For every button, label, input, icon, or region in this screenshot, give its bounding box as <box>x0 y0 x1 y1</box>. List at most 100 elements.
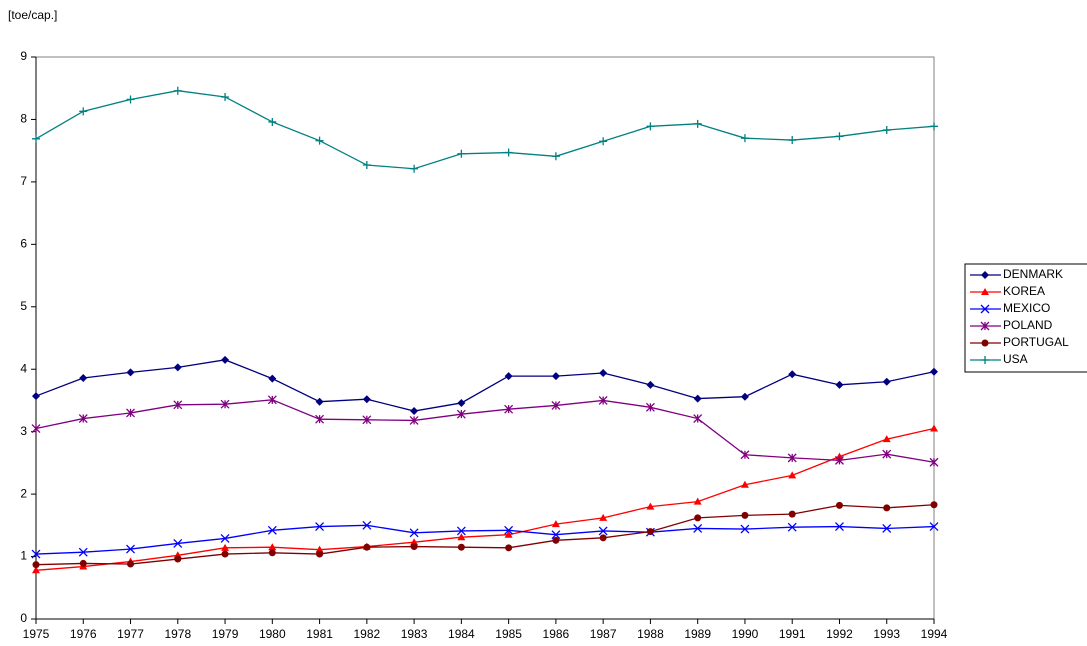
marker <box>740 480 749 488</box>
marker <box>930 367 938 376</box>
marker <box>362 395 371 404</box>
marker <box>173 86 182 95</box>
marker <box>693 119 702 128</box>
marker <box>315 397 324 406</box>
series-line <box>35 90 935 170</box>
marker <box>31 549 41 559</box>
marker <box>221 550 229 558</box>
marker <box>410 543 418 551</box>
marker <box>362 415 372 425</box>
y-axis-label: [toe/cap.] <box>8 8 57 22</box>
marker <box>31 424 41 434</box>
marker <box>694 514 702 522</box>
marker <box>645 402 655 412</box>
marker <box>598 526 608 536</box>
marker <box>693 394 702 403</box>
marker <box>981 288 989 295</box>
marker <box>362 161 371 170</box>
marker <box>173 400 183 410</box>
x-tick-label: 1994 <box>921 627 948 641</box>
marker <box>930 424 938 432</box>
marker <box>788 136 797 145</box>
x-tick-label: 1983 <box>401 627 428 641</box>
marker <box>693 497 702 505</box>
y-tick-label: 0 <box>20 611 27 625</box>
marker <box>456 409 466 419</box>
x-tick-label: 1990 <box>732 627 759 641</box>
marker <box>78 547 88 557</box>
marker <box>598 395 608 405</box>
marker <box>221 92 230 101</box>
marker <box>599 137 608 146</box>
marker <box>410 407 419 416</box>
x-tick-label: 1986 <box>543 627 570 641</box>
marker <box>788 510 796 518</box>
series-line <box>35 504 935 566</box>
series-line <box>35 427 935 571</box>
legend-box <box>964 263 1087 373</box>
marker <box>646 528 654 536</box>
marker <box>268 549 276 557</box>
plot-area <box>35 56 935 620</box>
marker <box>221 543 230 551</box>
series-line <box>35 399 935 463</box>
marker <box>693 523 703 533</box>
marker <box>599 534 607 542</box>
marker <box>456 526 466 536</box>
marker <box>981 339 989 347</box>
legend-label: USA <box>1003 352 1028 366</box>
marker <box>740 524 750 534</box>
marker <box>32 566 40 574</box>
x-tick-label: 1980 <box>259 627 286 641</box>
marker <box>504 404 514 414</box>
y-tick-label: 4 <box>20 361 27 375</box>
y-tick-label: 3 <box>20 424 27 438</box>
x-tick-label: 1991 <box>779 627 806 641</box>
marker <box>126 95 135 104</box>
marker <box>220 533 230 543</box>
marker <box>315 545 324 553</box>
marker <box>551 530 561 540</box>
marker <box>32 392 40 401</box>
marker <box>457 543 465 551</box>
marker <box>126 368 135 377</box>
marker <box>741 511 749 519</box>
marker <box>174 555 182 563</box>
marker <box>315 522 325 532</box>
marker <box>79 107 88 116</box>
marker <box>127 560 135 568</box>
y-tick-label: 1 <box>20 549 27 563</box>
marker <box>551 152 560 161</box>
y-tick-label: 5 <box>20 299 27 313</box>
x-tick-label: 1981 <box>306 627 333 641</box>
marker <box>316 550 324 558</box>
x-tick-label: 1976 <box>70 627 97 641</box>
marker <box>981 271 989 279</box>
marker <box>787 453 797 463</box>
marker <box>882 377 891 386</box>
marker <box>552 536 560 544</box>
marker <box>315 136 324 145</box>
marker <box>693 414 703 424</box>
marker <box>126 408 135 418</box>
legend-label: DENMARK <box>1003 267 1063 281</box>
marker <box>882 523 892 533</box>
marker <box>929 457 939 467</box>
marker <box>457 149 466 158</box>
x-tick-label: 1985 <box>495 627 522 641</box>
y-tick-label: 2 <box>20 486 27 500</box>
marker <box>504 148 513 157</box>
marker <box>504 372 513 381</box>
marker <box>930 122 938 131</box>
marker <box>883 504 891 512</box>
x-tick-label: 1978 <box>164 627 191 641</box>
x-tick-label: 1993 <box>873 627 900 641</box>
marker <box>504 525 514 535</box>
marker <box>551 400 561 410</box>
x-tick-label: 1979 <box>212 627 239 641</box>
marker <box>505 544 513 552</box>
marker <box>835 132 844 141</box>
marker <box>173 538 183 548</box>
legend-label: KOREA <box>1003 284 1045 298</box>
y-tick-label: 7 <box>20 174 27 188</box>
